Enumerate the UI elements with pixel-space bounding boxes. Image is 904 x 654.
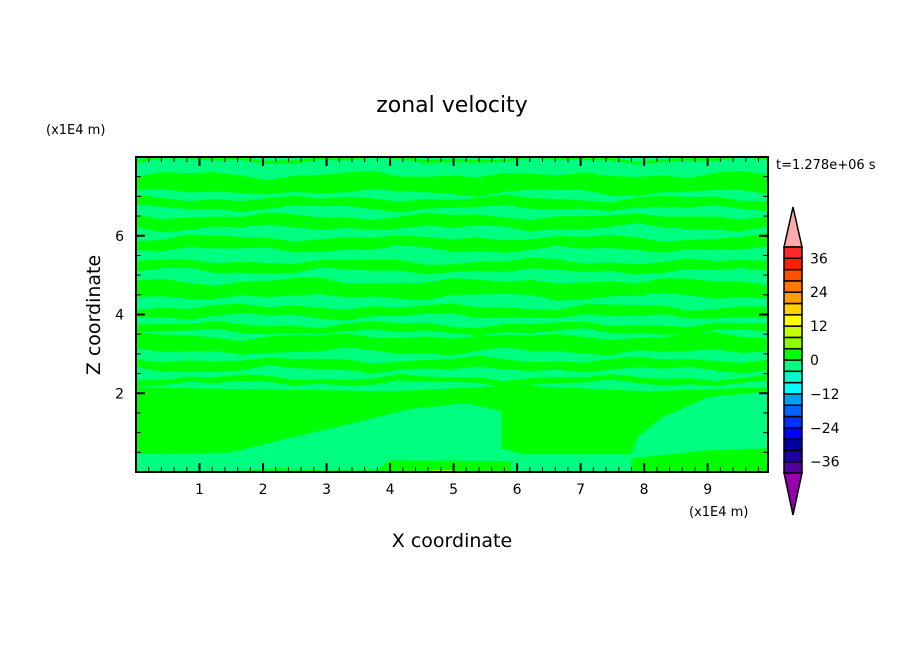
x-tick-label: 7: [576, 482, 585, 498]
colorbar-box: [783, 460, 803, 474]
x-axis-label: X coordinate: [392, 530, 512, 552]
colorbar-box: [783, 347, 803, 361]
x-tick-label: 9: [703, 482, 712, 498]
colorbar-box: [783, 325, 803, 339]
x-tick-label: 1: [195, 482, 204, 498]
x-tick-label: 5: [449, 482, 458, 498]
colorbar-box: [783, 449, 803, 463]
x-unit-label: (x1E4 m): [689, 505, 748, 520]
colorbar-box: [783, 268, 803, 282]
y-tick-label: 6: [115, 229, 124, 245]
colorbar-box: [783, 314, 803, 327]
colorbar-box: [783, 415, 803, 429]
contour-band: [136, 331, 768, 356]
colorbar-box: [783, 302, 803, 316]
colorbar-box: [783, 438, 803, 452]
y-tick-label: 4: [115, 308, 124, 324]
colorbar-box: [783, 381, 803, 395]
colorbar-box: [783, 370, 803, 384]
colorbar-box: [783, 359, 803, 373]
x-tick-label: 2: [259, 482, 268, 498]
time-label: t=1.278e+06 s: [776, 158, 876, 173]
colorbar-box: [783, 427, 803, 440]
contour-band: [136, 277, 768, 301]
contour-band: [136, 194, 768, 213]
contour-band: [136, 320, 768, 336]
colorbar-box: [783, 280, 803, 293]
colorbar-box: [783, 336, 803, 350]
colorbar-tick-label: 36: [810, 251, 828, 267]
colorbar-over-triangle: [783, 206, 803, 248]
contour-band: [136, 212, 768, 233]
y-tick-label: 2: [115, 386, 124, 402]
x-tick-label: 4: [386, 482, 395, 498]
colorbar-box: [783, 246, 803, 260]
colorbar-box: [783, 257, 803, 271]
contour-band: [136, 303, 768, 321]
chart-title: zonal velocity: [376, 93, 528, 118]
colorbar-box: [783, 393, 803, 406]
y-axis-label: Z coordinate: [83, 255, 105, 375]
colorbar-box: [783, 291, 803, 305]
colorbar-tick-label: −36: [810, 455, 840, 471]
x-tick-label: 8: [640, 482, 649, 498]
plot-axes: 1 2 3 4 5 6 7 8 9 2 4 6: [115, 156, 769, 498]
colorbar: −36 −24 −12 0 12 24 36: [783, 206, 840, 516]
y-unit-label: (x1E4 m): [46, 123, 105, 138]
contour-field: [136, 157, 768, 472]
contour-band: [136, 257, 768, 275]
colorbar-box: [783, 404, 803, 418]
contour-band: [136, 373, 768, 388]
contour-band: [136, 170, 768, 197]
x-tick-label: 6: [513, 482, 522, 498]
contour-band: [136, 233, 768, 253]
colorbar-under-triangle: [783, 472, 803, 516]
colorbar-tick-label: 12: [810, 319, 828, 335]
x-tick-label: 3: [322, 482, 331, 498]
colorbar-tick-label: 24: [810, 285, 828, 301]
contour-band: [136, 157, 768, 165]
contour-region: [136, 391, 768, 472]
colorbar-tick-label: 0: [810, 353, 819, 369]
colorbar-tick-label: −12: [810, 387, 840, 403]
contour-band: [136, 355, 768, 374]
colorbar-tick-label: −24: [810, 421, 840, 437]
